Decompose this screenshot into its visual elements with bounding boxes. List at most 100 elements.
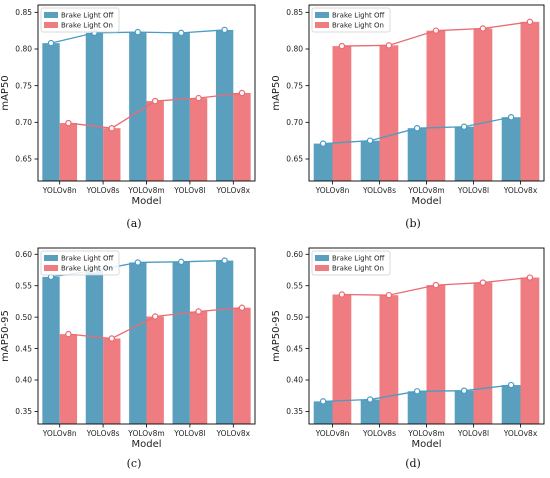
point-brake-light-on-yolov8s — [108, 335, 115, 342]
y-tick-label: 0.55 — [15, 281, 32, 290]
legend-box — [40, 7, 120, 33]
bar-brake-light-on-yolov8n — [332, 294, 352, 424]
legend-swatch-brake-light-off — [44, 12, 58, 18]
y-tick-label: 0.65 — [15, 155, 32, 164]
point-brake-light-off-yolov8m — [413, 388, 421, 395]
legend-swatch-brake-light-on — [315, 22, 329, 28]
legend-box — [40, 250, 120, 276]
y-axis-label: mAP50 — [0, 75, 11, 110]
legend-swatch-brake-light-off — [315, 12, 329, 18]
bar-brake-light-off-yolov8m — [407, 128, 427, 181]
bar-brake-light-off-yolov8x — [215, 29, 234, 182]
x-axis-label: Model — [411, 439, 441, 450]
bar-brake-light-on-yolov8s — [103, 128, 121, 181]
legend-label-brake-light-on: Brake Light On — [332, 265, 384, 273]
y-tick-label: 0.70 — [15, 118, 32, 127]
legend-label-brake-light-on: Brake Light On — [332, 22, 384, 30]
point-brake-light-on-yolov8l — [479, 279, 487, 286]
bar-brake-light-on-yolov8m — [146, 316, 164, 424]
x-tick-label-yolov8x: YOLOv8x — [216, 186, 251, 195]
point-brake-light-off-yolov8n — [319, 140, 327, 147]
y-tick-label: 0.70 — [286, 118, 303, 127]
legend-label-brake-light-on: Brake Light On — [61, 265, 113, 273]
bar-brake-light-off-yolov8m — [407, 391, 427, 424]
legend: Brake Light Off Brake Light On — [40, 250, 120, 276]
bar-brake-light-off-yolov8l — [454, 390, 474, 424]
point-brake-light-on-yolov8x — [526, 18, 534, 26]
x-axis-label: Model — [131, 439, 161, 450]
legend: Brake Light Off Brake Light On — [311, 7, 391, 33]
y-tick-label: 0.45 — [15, 344, 32, 353]
x-tick-label-yolov8s: YOLOv8s — [362, 429, 396, 438]
chart-panel-1: 0.65 0.70 0.75 0.80 0.85 YOLOv8n YOLOv8s YOLOv8… — [0, 4, 256, 207]
point-brake-light-off-yolov8x — [221, 257, 228, 264]
y-tick-label: 0.50 — [15, 313, 32, 322]
bar-brake-light-on-yolov8l — [473, 28, 493, 181]
point-brake-light-off-yolov8l — [178, 29, 185, 37]
x-tick-label-yolov8m: YOLOv8m — [127, 186, 164, 195]
bar-brake-light-on-yolov8x — [233, 307, 251, 424]
bar-brake-light-on-yolov8s — [379, 45, 399, 181]
y-tick-label: 0.75 — [15, 81, 32, 90]
point-brake-light-off-yolov8s — [366, 137, 374, 144]
legend-box — [311, 250, 391, 276]
x-tick-label-yolov8s: YOLOv8s — [86, 429, 120, 438]
bar-brake-light-off-yolov8n — [42, 276, 60, 424]
y-tick-label: 0.60 — [286, 250, 303, 259]
bar-brake-light-on-yolov8m — [146, 101, 164, 181]
point-brake-light-off-yolov8m — [134, 259, 142, 266]
caption-b: (b) — [405, 217, 421, 230]
x-tick-label-yolov8m: YOLOv8m — [407, 429, 444, 438]
point-brake-light-off-yolov8s — [366, 396, 374, 403]
bar-brake-light-off-yolov8s — [360, 399, 380, 424]
point-brake-light-on-yolov8s — [385, 291, 393, 299]
y-tick-label: 0.55 — [286, 281, 303, 290]
legend-swatch-brake-light-off — [44, 255, 58, 261]
bar-brake-light-off-yolov8l — [454, 126, 474, 181]
legend: Brake Light Off Brake Light On — [311, 250, 391, 276]
bar-brake-light-off-yolov8s — [85, 32, 104, 182]
chart-panel-3: 0.35 0.40 0.45 0.50 0.55 0.60 YOLOv8n YOLOv8s YO… — [0, 247, 256, 450]
bar-brake-light-off-yolov8n — [313, 143, 333, 181]
point-brake-light-off-yolov8m — [413, 124, 421, 132]
y-tick-label: 0.80 — [15, 45, 32, 54]
x-tick-label-yolov8n: YOLOv8n — [315, 186, 350, 195]
y-tick-label: 0.40 — [286, 376, 303, 385]
point-brake-light-on-yolov8x — [526, 274, 534, 281]
point-brake-light-off-yolov8x — [221, 26, 228, 34]
caption-d: (d) — [405, 457, 421, 470]
point-brake-light-on-yolov8n — [65, 119, 72, 127]
bar-brake-light-off-yolov8m — [129, 262, 147, 424]
legend-label-brake-light-on: Brake Light On — [61, 22, 113, 30]
x-tick-label-yolov8s: YOLOv8s — [362, 186, 396, 195]
legend-swatch-brake-light-on — [315, 265, 329, 271]
bar-brake-light-off-yolov8x — [501, 117, 521, 181]
point-brake-light-off-yolov8m — [134, 28, 142, 36]
bar-brake-light-on-yolov8n — [332, 46, 352, 181]
point-brake-light-on-yolov8x — [238, 304, 246, 311]
point-brake-light-on-yolov8l — [479, 25, 487, 32]
point-brake-light-off-yolov8x — [507, 113, 515, 121]
y-tick-label: 0.35 — [15, 407, 32, 416]
bar-brake-light-on-yolov8x — [520, 277, 540, 424]
bar-brake-light-on-yolov8n — [59, 334, 78, 424]
y-tick-label: 0.60 — [15, 250, 32, 259]
point-brake-light-off-yolov8l — [460, 123, 468, 130]
bar-brake-light-off-yolov8x — [215, 260, 234, 424]
bar-brake-light-on-yolov8n — [59, 123, 78, 181]
x-tick-label-yolov8x: YOLOv8x — [503, 186, 538, 195]
y-axis-label: mAP50 — [271, 75, 282, 110]
point-brake-light-on-yolov8l — [195, 94, 202, 102]
bar-brake-light-on-yolov8m — [426, 285, 446, 424]
legend-swatch-brake-light-on — [44, 22, 58, 28]
x-tick-label-yolov8m: YOLOv8m — [127, 429, 164, 438]
x-axis-label: Model — [131, 196, 161, 207]
point-brake-light-on-yolov8s — [108, 124, 115, 132]
x-axis-label: Model — [411, 196, 441, 207]
bar-brake-light-on-yolov8x — [520, 21, 540, 182]
point-brake-light-on-yolov8n — [65, 330, 72, 338]
point-brake-light-on-yolov8s — [385, 42, 393, 49]
point-brake-light-on-yolov8m — [151, 97, 159, 105]
bar-brake-light-on-yolov8s — [379, 295, 399, 424]
